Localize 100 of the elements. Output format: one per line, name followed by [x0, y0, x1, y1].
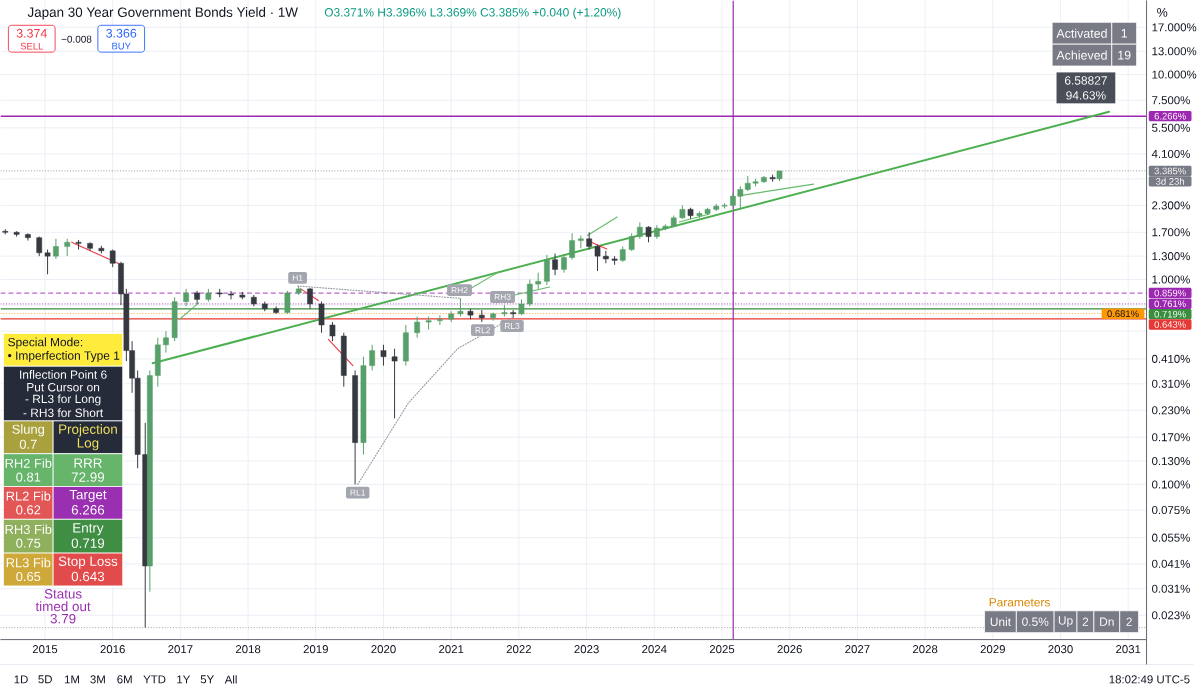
- y-tick-label: 0.100%: [1152, 480, 1190, 489]
- annotation: 6.58827: [1064, 76, 1107, 85]
- ref-line-label: 0.859%: [1154, 289, 1186, 297]
- annotation: RRR: [74, 458, 102, 468]
- y-tick-label: 4.100%: [1151, 149, 1190, 158]
- annotation: 0.75: [16, 538, 41, 548]
- y-tick-label: 0.055%: [1152, 533, 1190, 542]
- annotation: 3.374: [16, 28, 47, 38]
- annotation: Dn: [1100, 617, 1114, 626]
- annotation: RH2 Fib: [5, 458, 52, 468]
- text: 3d 23h: [1156, 177, 1184, 185]
- annotation: Slung: [12, 424, 44, 437]
- annotation: RL1: [350, 489, 366, 496]
- x-tick-label: 2028: [912, 644, 938, 654]
- x-tick-label: 2030: [1048, 644, 1073, 654]
- text: 3M: [90, 675, 105, 684]
- y-tick-label: 17.000%: [1152, 23, 1197, 32]
- annotation: 1: [1121, 28, 1128, 38]
- text: 1D: [14, 675, 28, 684]
- text: 1M: [64, 675, 80, 684]
- y-tick-label: 13.000%: [1152, 47, 1197, 56]
- y-tick-label: 0.041%: [1152, 559, 1190, 568]
- annotation: Unit: [990, 617, 1011, 626]
- x-tick-label: 2031: [1116, 644, 1141, 654]
- annotation: Activated: [1056, 28, 1107, 38]
- annotation: 0.62: [16, 505, 41, 515]
- annotation: timed out: [35, 601, 91, 612]
- annotation: RL2 Fib: [6, 491, 51, 501]
- x-tick-label: 2016: [100, 644, 125, 654]
- annotation: 2: [1082, 617, 1089, 626]
- annotation: - RL3 for Long: [25, 394, 101, 406]
- x-tick-label: 2023: [574, 644, 599, 654]
- y-tick-label: 7.500%: [1152, 95, 1190, 105]
- annotation: RH3: [494, 293, 511, 300]
- ref-line-label: 3.385%: [1154, 167, 1186, 175]
- annotation: RH2: [451, 287, 468, 293]
- annotation: Log: [77, 438, 99, 451]
- annotation: Inflection Point 6: [20, 369, 107, 379]
- y-tick-label: 0.023%: [1152, 611, 1190, 620]
- annotation: 19: [1118, 50, 1131, 60]
- y-tick-label: 1.000%: [1152, 275, 1190, 284]
- annotation: • Imperfection Type 1: [8, 350, 120, 362]
- y-tick-label: 5.500%: [1152, 123, 1190, 132]
- annotation: 0.719: [71, 538, 105, 548]
- annotation: Achieved: [1056, 50, 1107, 60]
- annotation: H1: [292, 274, 303, 281]
- annotation: −0.008: [61, 35, 92, 43]
- annotation: 0.643: [71, 571, 105, 582]
- annotation: Special Mode:: [8, 337, 83, 349]
- ref-line-label: 6.266%: [1154, 112, 1186, 120]
- x-tick-label: 2020: [371, 644, 396, 654]
- y-tick-label: 0.031%: [1152, 584, 1190, 593]
- annotation: 0.7: [19, 439, 37, 449]
- y-tick-label: 1.700%: [1152, 228, 1190, 237]
- annotation: 0.5%: [1022, 617, 1049, 626]
- x-tick-label: 2015: [32, 644, 58, 654]
- y-tick-label: 0.130%: [1152, 456, 1190, 465]
- annotation: 0.81: [16, 472, 41, 482]
- annotation: O3.371% H3.396% L3.369% C3.385% +0.040 (+1.20%): [324, 7, 621, 19]
- text: 6M: [117, 675, 132, 684]
- x-tick-label: 2021: [439, 644, 464, 654]
- text: YTD: [143, 675, 166, 684]
- x-tick-label: 2025: [709, 644, 735, 654]
- annotation: 3.79: [50, 613, 76, 624]
- annotation: BUY: [112, 42, 131, 50]
- x-tick-label: 2022: [506, 644, 532, 654]
- annotation: RH3 Fib: [5, 524, 52, 534]
- y-tick-label: 0.075%: [1152, 505, 1190, 514]
- annotation: Entry: [73, 523, 104, 536]
- text: 1Y: [177, 675, 191, 684]
- x-tick-label: 2027: [845, 644, 870, 654]
- annotation: 6.266: [71, 504, 105, 515]
- annotation: 2: [1126, 617, 1132, 626]
- annotation: 3.366: [106, 28, 137, 38]
- y-tick-label: 1.300%: [1152, 251, 1190, 261]
- ref-line-label: 0.681%: [1107, 310, 1139, 317]
- annotation: 72.99: [71, 472, 105, 482]
- y-tick-label: 0.310%: [1152, 379, 1190, 388]
- y-tick-label: 0.230%: [1152, 406, 1190, 415]
- x-tick-label: 2018: [235, 644, 261, 654]
- x-tick-label: 2019: [303, 644, 328, 654]
- annotation: SELL: [20, 42, 43, 50]
- annotation: Put Cursor on: [27, 382, 100, 392]
- chart-title: Japan 30 Year Government Bonds Yield · 1W: [27, 6, 298, 20]
- text: 18:02:49 UTC-5: [1109, 675, 1190, 684]
- text: All: [224, 675, 237, 684]
- y-tick-label: 0.410%: [1152, 354, 1190, 363]
- annotation: Stop Loss: [58, 556, 118, 569]
- annotation: Status: [44, 588, 82, 599]
- x-tick-label: 2029: [980, 644, 1005, 654]
- annotation: Up: [1058, 616, 1073, 627]
- ref-line-label: 0.761%: [1154, 300, 1186, 308]
- annotation: 94.63%: [1066, 90, 1106, 100]
- x-tick-label: 2026: [777, 644, 802, 654]
- x-tick-label: 2024: [642, 644, 667, 654]
- annotation: RL2: [475, 327, 491, 333]
- annotation: Parameters: [989, 598, 1050, 607]
- annotation: RL3: [504, 322, 520, 329]
- text: %: [1157, 7, 1168, 17]
- ref-line-label: 0.719%: [1154, 310, 1186, 318]
